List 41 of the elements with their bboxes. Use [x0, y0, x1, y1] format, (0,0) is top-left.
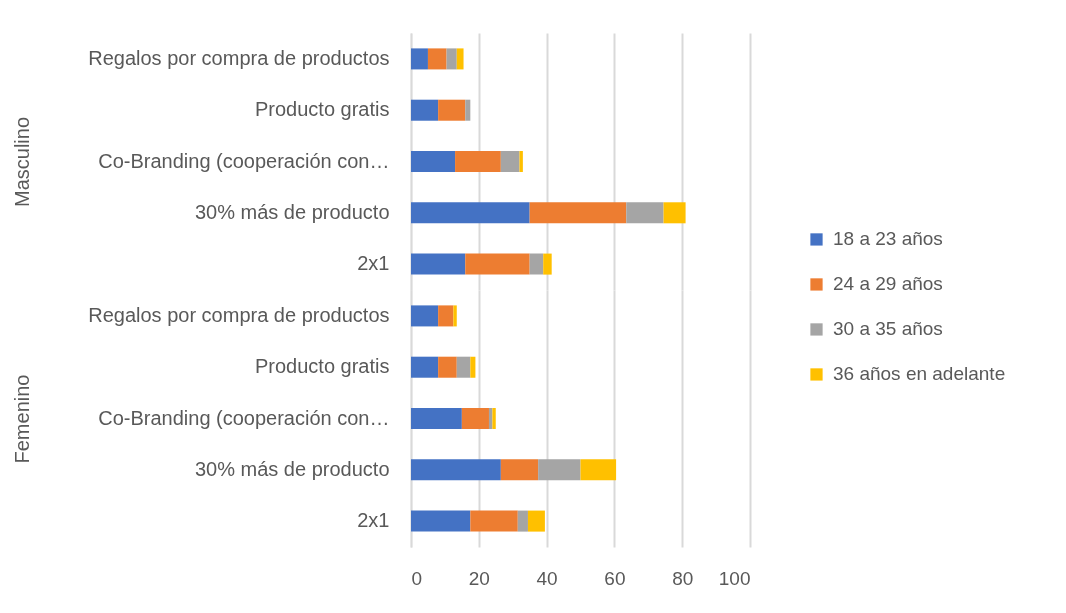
y-tick-label: Producto gratis	[254, 98, 390, 121]
bar	[446, 48, 457, 70]
y-tick-label: Producto gratis	[254, 355, 390, 378]
y-tick-label: 2x1	[357, 509, 390, 532]
bar	[411, 99, 439, 121]
y-tick-label: Regalos por compra de productos	[88, 46, 390, 69]
bar	[626, 202, 664, 224]
bar	[411, 202, 530, 224]
y-tick-label: Co-Branding (cooperación con…	[98, 149, 390, 172]
x-tick-label: 20	[468, 567, 490, 589]
bar	[456, 48, 464, 70]
x-tick-label: 100	[718, 567, 751, 589]
bar	[455, 150, 501, 173]
x-tick-label: 0	[411, 567, 423, 589]
x-tick-label: 40	[536, 567, 558, 589]
x-tick-label: 80	[672, 567, 694, 589]
y-tick-label: Co-Branding (cooperación con…	[98, 406, 390, 429]
bar	[411, 150, 456, 173]
y-axis-title: Femenino	[10, 374, 33, 464]
bar	[500, 150, 520, 173]
bar	[465, 253, 530, 275]
bar	[411, 253, 466, 275]
bar	[438, 99, 466, 121]
bar	[529, 202, 627, 224]
legend-label: 18 a 23 años	[833, 228, 943, 250]
legend-label: 36 años en adelante	[833, 363, 1006, 385]
bar	[427, 48, 447, 70]
bar	[663, 202, 686, 224]
y-axis-title: Masculino	[10, 116, 33, 208]
bar	[411, 48, 428, 70]
bar	[519, 150, 523, 173]
legend-label: 30 a 35 años	[833, 318, 943, 340]
y-tick-label: Regalos por compra de productos	[88, 303, 390, 326]
y-tick-label: 2x1	[357, 252, 390, 275]
bar	[529, 253, 544, 275]
y-tick-label: 30% más de producto	[194, 457, 390, 480]
bar	[465, 99, 471, 121]
legend-label: 24 a 29 años	[833, 273, 943, 295]
y-tick-label: 30% más de producto	[194, 200, 390, 223]
bar	[543, 253, 552, 275]
x-tick-label: 60	[604, 567, 626, 589]
